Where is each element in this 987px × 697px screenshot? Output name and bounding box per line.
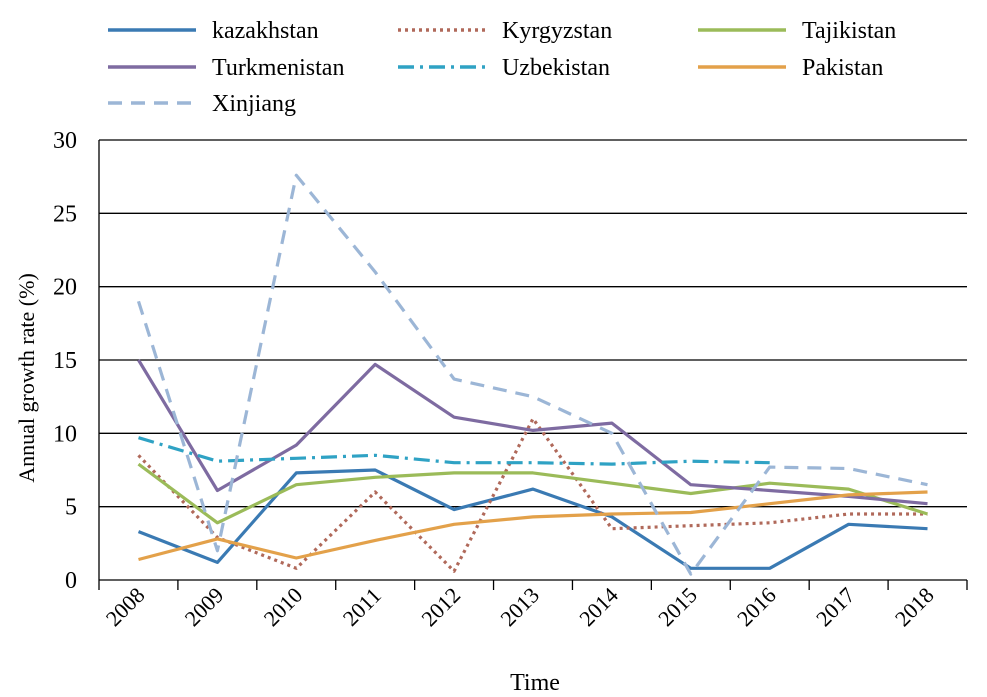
y-tick-label-10: 10 (53, 421, 77, 447)
x-tick-label-2011: 2011 (338, 583, 386, 631)
x-tick-label-2017: 2017 (811, 582, 860, 631)
y-tick-labels: 0 5 10 15 20 25 30 (53, 128, 77, 594)
legend-label-kazakhstan: kazakhstan (212, 18, 319, 44)
series-line-tajikistan (137, 462, 928, 525)
legend-label-tajikistan: Tajikistan (802, 18, 896, 44)
x-axis-label: Time (510, 670, 560, 696)
x-tick-label-2016: 2016 (732, 582, 781, 631)
y-axis-label: Annual growth rate (%) (14, 273, 39, 483)
series-line-xinjiang (136, 173, 928, 576)
y-tick-label-20: 20 (53, 275, 77, 301)
x-tick-label-2018: 2018 (890, 582, 939, 631)
y-tick-label-30: 30 (53, 128, 77, 154)
y-tick-label-25: 25 (53, 201, 77, 227)
legend-label-turkmenistan: Turkmenistan (212, 55, 344, 81)
x-tick-label-2015: 2015 (653, 582, 702, 631)
y-tick-label-0: 0 (65, 568, 77, 594)
series-lines (136, 173, 928, 576)
x-tick-label-2013: 2013 (495, 582, 544, 631)
y-tick-label-5: 5 (65, 495, 77, 521)
series-line-turkmenistan (137, 359, 928, 506)
legend-label-kyrgyzstan: Kyrgyzstan (502, 18, 612, 44)
gridlines (99, 139, 967, 508)
x-tick-labels: 2008 2009 2010 2011 2012 2013 2014 2015 2016 2017… (101, 582, 939, 631)
x-tick-label-2009: 2009 (180, 582, 229, 631)
series-line-pakistan (138, 490, 928, 562)
x-tick-label-2014: 2014 (574, 582, 623, 631)
legend-label-pakistan: Pakistan (802, 55, 883, 81)
series-line-kyrgyzstan (137, 417, 928, 573)
legend-label-xinjiang: Xinjiang (212, 91, 296, 117)
series-line-uzbekistan (138, 436, 770, 466)
y-tick-label-15: 15 (53, 348, 77, 374)
x-tick-label-2012: 2012 (416, 582, 465, 631)
axes (98, 140, 968, 590)
x-tick-label-2010: 2010 (259, 582, 308, 631)
legend-label-uzbekistan: Uzbekistan (502, 55, 610, 81)
x-tick-label-2008: 2008 (101, 582, 150, 631)
series-line-kazakhstan (137, 468, 928, 570)
legend: kazakhstan Kyrgyzstan Tajikistan Turkmenist… (108, 18, 896, 117)
